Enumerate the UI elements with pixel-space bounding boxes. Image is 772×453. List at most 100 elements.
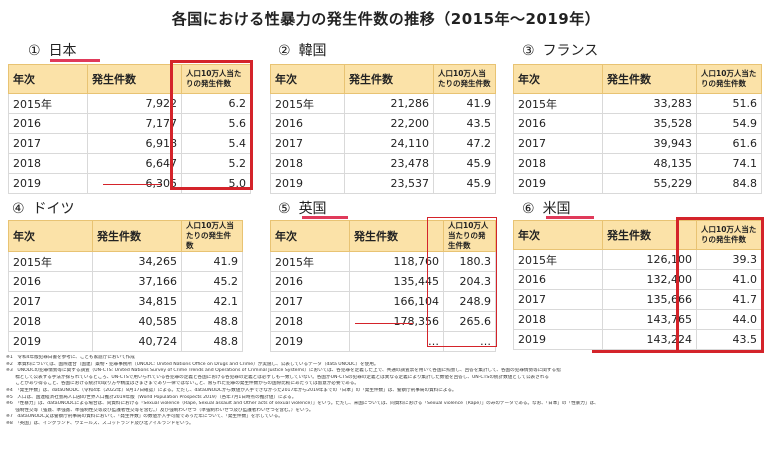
- footnotes: ※1 令和4年版犯罪白書を参考に、こども家庭庁において作成 ※2 本資料について…: [6, 355, 766, 428]
- table-row: 2015年 33,283 51.6: [513, 93, 762, 114]
- country-number: ③: [522, 43, 535, 59]
- country-name: 米国: [542, 201, 571, 217]
- header-rate: 人口10万人当たりの発生件数: [696, 64, 762, 94]
- table-row: 2019 40,724 48.8: [8, 331, 243, 352]
- cell-rate: 6.2: [181, 93, 251, 114]
- cell-year: 2018: [8, 311, 93, 332]
- cell-year: 2018: [270, 311, 350, 332]
- data-table-korea: 年次 発生件数 人口10万人当たりの発生件数 2015年 21,286 41.9 201…: [270, 64, 496, 194]
- page-title: 各国における性暴力の発生件数の推移（2015年～2019年）: [171, 10, 601, 28]
- cell-year: 2019: [270, 173, 345, 194]
- cell-count: 33,283: [602, 93, 697, 114]
- header-year: 年次: [8, 64, 88, 94]
- cell-rate: 84.8: [696, 173, 762, 194]
- cell-rate: 47.2: [433, 133, 496, 154]
- table-row: 2019 143,224 43.5: [513, 329, 762, 350]
- cell-count: 135,666: [602, 289, 697, 310]
- header-count: 発生件数: [92, 220, 182, 252]
- cell-count: 7,922: [87, 93, 182, 114]
- cell-count: 23,478: [344, 153, 434, 174]
- data-table-japan: 年次 発生件数 人口10万人当たりの発生件数 2015年 7,922 6.2 2016 7…: [8, 64, 251, 194]
- footnote: 強制性交等（強姦、準強姦、準強制性交等及び監護者性交等を含む。）及び強制わいせつ…: [6, 407, 314, 413]
- cell-year: 2019: [8, 331, 93, 352]
- table-row: 2017 39,943 61.6: [513, 133, 762, 154]
- cell-rate: 48.8: [181, 311, 243, 332]
- cell-rate: 204.3: [443, 271, 496, 292]
- cell-count: 34,265: [92, 251, 182, 272]
- highlight-box: [676, 217, 764, 353]
- data-table-germany: 年次 発生件数 人口10万人当たりの発生件数 2015年 34,265 41.9 201…: [8, 220, 243, 352]
- table-row: 2017 166,104 248.9: [270, 291, 496, 312]
- cell-count: 6,647: [87, 153, 182, 174]
- cell-rate: 51.6: [696, 93, 762, 114]
- cell-year: 2016: [513, 269, 603, 290]
- country-number: ①: [28, 43, 41, 59]
- country-heading-germany: ④ ドイツ: [12, 198, 75, 218]
- table-row: 2016 35,528 54.9: [513, 113, 762, 134]
- footnote: ※7 dataUNODC又は警察庁刑事局の資料において、「発生件数」の数値が入手…: [6, 414, 283, 420]
- highlight-underline: [355, 323, 413, 324]
- table-row: 2016 135,445 204.3: [270, 271, 496, 292]
- header-count: 発生件数: [344, 64, 434, 94]
- cell-year: 2018: [513, 153, 603, 174]
- highlight-box: [427, 217, 497, 347]
- highlight-box: [170, 60, 253, 190]
- cell-year: 2018: [8, 153, 88, 174]
- cell-count: 6,305: [87, 173, 182, 194]
- highlight-underline: [103, 184, 161, 185]
- cell-year: 2016: [8, 271, 93, 292]
- cell-rate: 48.8: [181, 331, 243, 352]
- cell-count: 34,815: [92, 291, 182, 312]
- country-heading-usa: ⑥ 米国: [522, 198, 571, 218]
- country-name: 英国: [298, 201, 327, 217]
- cell-year: 2019: [270, 331, 350, 352]
- cell-count: 7,177: [87, 113, 182, 134]
- data-table-usa: 年次 発生件数 人口10万人当たりの発生件数 2015年 126,100 39.3 20…: [513, 220, 762, 350]
- footnote: ことがあり得ること、各国における統計の取り方や精度はさまざまであり一律ではないこ…: [6, 381, 359, 387]
- cell-rate: 41.9: [181, 251, 243, 272]
- header-count: 発生件数: [602, 64, 697, 94]
- table-row: 2015年 21,286 41.9: [270, 93, 496, 114]
- country-underline: [546, 216, 594, 219]
- cell-count: 37,166: [92, 271, 182, 292]
- cell-rate: 74.1: [696, 153, 762, 174]
- table-row: 2015年 34,265 41.9: [8, 251, 243, 272]
- cell-year: 2016: [270, 113, 345, 134]
- footnote: ※6 「性暴力」は、dataUNODCによる場合は、同資料における「Sexual…: [6, 401, 599, 407]
- country-heading-korea: ② 韓国: [278, 40, 327, 60]
- highlight-bracket: [592, 323, 680, 353]
- header-rate: 人口10万人当たりの発生件数: [181, 220, 243, 252]
- cell-rate: 61.6: [696, 133, 762, 154]
- header-year: 年次: [513, 64, 603, 94]
- table-row: 2018 23,478 45.9: [270, 153, 496, 174]
- cell-count: 40,585: [92, 311, 182, 332]
- country-name: フランス: [542, 43, 599, 59]
- cell-rate: 41.0: [696, 269, 762, 290]
- cell-year: 2015年: [513, 93, 603, 114]
- cell-year: 2018: [513, 309, 603, 330]
- cell-year: 2017: [8, 133, 88, 154]
- data-table-france: 年次 発生件数 人口10万人当たりの発生件数 2015年 33,283 51.6 201…: [513, 64, 762, 194]
- cell-count: 6,918: [87, 133, 182, 154]
- header-rate: 人口10万人当たりの発生件数: [443, 220, 496, 252]
- table-row: 2018 178,356 265.6: [270, 311, 496, 332]
- cell-year: 2016: [8, 113, 88, 134]
- table-row: 2015年 7,922 6.2: [8, 93, 251, 114]
- cell-count: 143,765: [602, 309, 697, 330]
- header-year: 年次: [8, 220, 93, 252]
- cell-year: 2018: [270, 153, 345, 174]
- country-name: 日本: [48, 43, 77, 59]
- cell-rate: 5.6: [181, 113, 251, 134]
- cell-year: 2019: [513, 329, 603, 350]
- cell-count: …: [349, 331, 444, 352]
- table-row: 2017 34,815 42.1: [8, 291, 243, 312]
- cell-year: 2015年: [270, 93, 345, 114]
- country-number: ②: [278, 43, 291, 59]
- footnote: 標として公表する手法が採られているところ、UN-CTSで用いられている各犯罪の定…: [6, 374, 549, 380]
- table-row: 2019……: [270, 331, 496, 352]
- country-number: ④: [12, 201, 25, 217]
- footnote: ※1 令和4年版犯罪白書を参考に、こども家庭庁において作成: [6, 355, 135, 360]
- cell-year: 2017: [8, 291, 93, 312]
- footnote: ※5 人口は、国連経済社会局人口部の世界人口推計2019年版（World Pop…: [6, 394, 297, 400]
- footnote: ※8 「英国」は、イングランド、ウェールズ、スコットランド及び北アイルランドをい…: [6, 420, 194, 426]
